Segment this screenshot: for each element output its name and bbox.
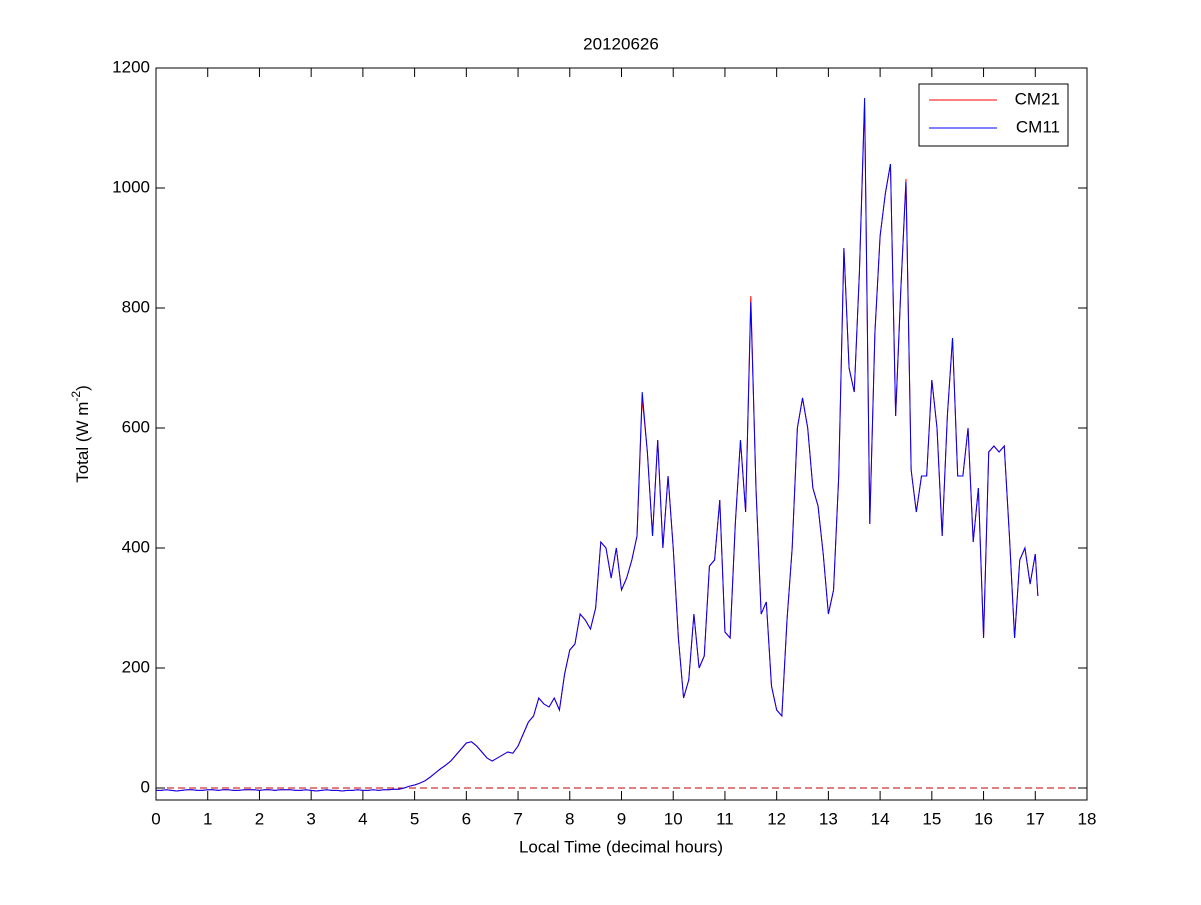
chart-title: 20120626: [583, 34, 659, 53]
y-tick-label: 800: [122, 297, 150, 316]
y-axis-label: Total (W m-2): [69, 385, 92, 483]
x-tick-label: 13: [819, 809, 838, 828]
y-axis-label-part: ): [73, 385, 92, 391]
y-tick-label: 1200: [112, 57, 150, 76]
x-tick-label: 16: [974, 809, 993, 828]
x-tick-label: 7: [513, 809, 522, 828]
x-tick-label: 0: [151, 809, 160, 828]
x-tick-label: 17: [1026, 809, 1045, 828]
legend-box: [918, 83, 1069, 147]
y-tick-label: 600: [122, 417, 150, 436]
x-tick-label: 12: [767, 809, 786, 828]
x-tick-label: 5: [410, 809, 419, 828]
x-tick-label: 2: [255, 809, 264, 828]
y-axis-label-sup: -2: [69, 391, 83, 402]
x-tick-label: 6: [462, 809, 471, 828]
x-tick-label: 9: [617, 809, 626, 828]
x-tick-label: 10: [664, 809, 683, 828]
legend-label: CM11: [1016, 117, 1060, 136]
x-tick-label: 18: [1078, 809, 1097, 828]
x-tick-label: 14: [871, 809, 890, 828]
y-tick-label: 400: [122, 537, 150, 556]
legend-label: CM21: [1015, 89, 1060, 108]
y-tick-label: 0: [141, 777, 150, 796]
y-tick-label: 1000: [112, 177, 150, 196]
x-tick-label: 15: [922, 809, 941, 828]
x-tick-label: 4: [358, 809, 367, 828]
x-tick-label: 11: [716, 809, 734, 828]
y-tick-label: 200: [122, 657, 150, 676]
x-tick-label: 3: [306, 809, 315, 828]
x-axis-label: Local Time (decimal hours): [519, 837, 723, 856]
data-line: [156, 97, 1039, 792]
x-tick-label: 8: [565, 809, 574, 828]
y-axis-label-part: Total (W m: [73, 402, 92, 483]
x-tick-label: 1: [203, 809, 212, 828]
